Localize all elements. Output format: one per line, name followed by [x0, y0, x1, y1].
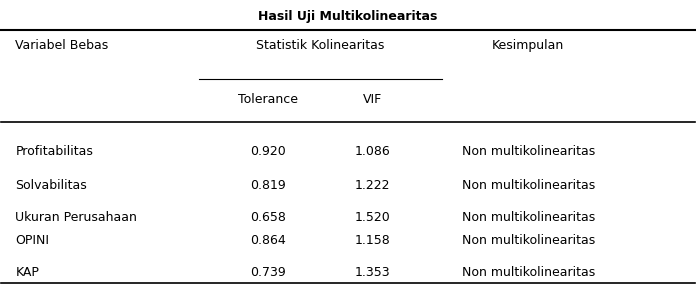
Text: Non multikolinearitas: Non multikolinearitas	[461, 234, 595, 247]
Text: 1.520: 1.520	[354, 211, 390, 224]
Text: Non multikolinearitas: Non multikolinearitas	[461, 145, 595, 158]
Text: 0.864: 0.864	[251, 234, 286, 247]
Text: KAP: KAP	[15, 266, 39, 279]
Text: Solvabilitas: Solvabilitas	[15, 180, 87, 193]
Text: VIF: VIF	[363, 93, 382, 106]
Text: 0.920: 0.920	[251, 145, 286, 158]
Text: OPINI: OPINI	[15, 234, 49, 247]
Text: Kesimpulan: Kesimpulan	[492, 39, 564, 52]
Text: Hasil Uji Multikolinearitas: Hasil Uji Multikolinearitas	[258, 10, 438, 23]
Text: 1.158: 1.158	[354, 234, 390, 247]
Text: 0.658: 0.658	[251, 211, 286, 224]
Text: 1.353: 1.353	[354, 266, 390, 279]
Text: 1.086: 1.086	[354, 145, 390, 158]
Text: 1.222: 1.222	[354, 180, 390, 193]
Text: 0.739: 0.739	[251, 266, 286, 279]
Text: Non multikolinearitas: Non multikolinearitas	[461, 266, 595, 279]
Text: 0.819: 0.819	[251, 180, 286, 193]
Text: Tolerance: Tolerance	[238, 93, 299, 106]
Text: Profitabilitas: Profitabilitas	[15, 145, 93, 158]
Text: Non multikolinearitas: Non multikolinearitas	[461, 211, 595, 224]
Text: Ukuran Perusahaan: Ukuran Perusahaan	[15, 211, 137, 224]
Text: Statistik Kolinearitas: Statistik Kolinearitas	[256, 39, 384, 52]
Text: Non multikolinearitas: Non multikolinearitas	[461, 180, 595, 193]
Text: Variabel Bebas: Variabel Bebas	[15, 39, 109, 52]
